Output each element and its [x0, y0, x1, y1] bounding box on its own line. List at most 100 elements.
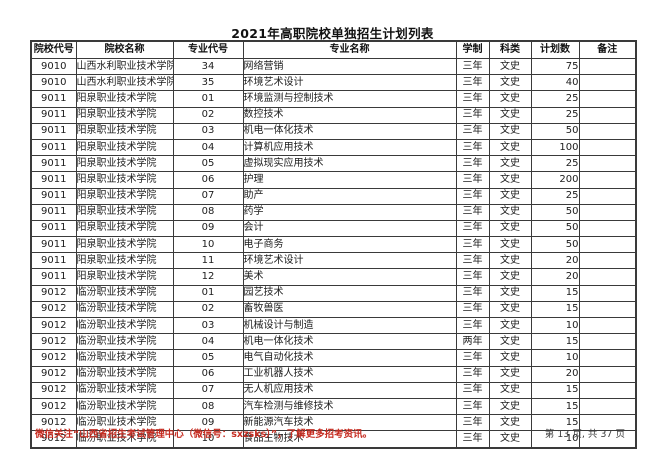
cell-college-code: 9011 — [30, 252, 77, 270]
cell-major-name: 会计 — [242, 219, 457, 238]
cell-category: 文史 — [488, 300, 532, 319]
cell-plan-count: 25 — [530, 187, 580, 205]
cell-duration: 三年 — [455, 122, 490, 140]
cell-plan-count: 10 — [530, 430, 580, 448]
cell-category: 文史 — [488, 90, 532, 108]
cell-duration: 三年 — [455, 138, 490, 157]
cell-college-name: 阳泉职业技术学院 — [75, 219, 174, 238]
cell-duration: 三年 — [455, 219, 490, 238]
cell-remark — [578, 268, 637, 286]
cell-college-name: 阳泉职业技术学院 — [75, 171, 174, 189]
cell-college-name: 临汾职业技术学院 — [75, 300, 174, 319]
cell-plan-count: 20 — [530, 252, 580, 270]
cell-category: 文史 — [488, 187, 532, 205]
cell-category: 文史 — [488, 316, 532, 335]
cell-college-code: 9011 — [30, 268, 77, 286]
table-row: 9012 临汾职业技术学院 03 机械设计与制造 三年 文史 10 — [30, 316, 637, 335]
cell-major-code: 04 — [172, 333, 244, 351]
cell-remark — [578, 171, 637, 189]
cell-plan-count: 50 — [530, 122, 580, 140]
cell-plan-count: 15 — [530, 397, 580, 416]
cell-category: 文史 — [488, 430, 532, 448]
table-row: 9010 山西水利职业技术学院 34 网络营销 三年 文史 75 — [30, 57, 637, 76]
cell-college-name: 阳泉职业技术学院 — [75, 252, 174, 270]
cell-remark — [578, 203, 637, 221]
cell-college-name: 山西水利职业技术学院 — [75, 74, 174, 92]
cell-college-name: 阳泉职业技术学院 — [75, 90, 174, 108]
cell-plan-count: 75 — [530, 57, 580, 76]
cell-major-name: 环境艺术设计 — [242, 74, 457, 92]
cell-major-code: 06 — [172, 365, 244, 383]
cell-remark — [578, 252, 637, 270]
cell-category: 文史 — [488, 397, 532, 416]
cell-college-name: 临汾职业技术学院 — [75, 333, 174, 351]
cell-duration: 三年 — [455, 284, 490, 302]
cell-major-name: 无人机应用技术 — [242, 381, 457, 399]
cell-remark — [578, 122, 637, 140]
cell-major-name: 助产 — [242, 187, 457, 205]
cell-plan-count: 40 — [530, 74, 580, 92]
cell-remark — [578, 430, 637, 448]
cell-duration: 三年 — [455, 349, 490, 367]
cell-plan-count: 200 — [530, 171, 580, 189]
cell-remark — [578, 333, 637, 351]
header-row: 院校代号 院校名称 专业代号 专业名称 学制 科类 计划数 备注 — [30, 40, 637, 59]
cell-duration: 三年 — [455, 74, 490, 92]
cell-duration: 三年 — [455, 236, 490, 254]
cell-duration: 三年 — [455, 155, 490, 173]
cell-duration: 三年 — [455, 90, 490, 108]
cell-major-name: 园艺技术 — [242, 284, 457, 302]
cell-duration: 三年 — [455, 187, 490, 205]
cell-duration: 三年 — [455, 252, 490, 270]
cell-plan-count: 25 — [530, 155, 580, 173]
cell-college-code: 9011 — [30, 219, 77, 238]
cell-college-name: 临汾职业技术学院 — [75, 381, 174, 399]
cell-category: 文史 — [488, 365, 532, 383]
cell-college-name: 阳泉职业技术学院 — [75, 203, 174, 221]
cell-major-name: 药学 — [242, 203, 457, 221]
cell-plan-count: 50 — [530, 219, 580, 238]
cell-major-name: 畜牧兽医 — [242, 300, 457, 319]
cell-remark — [578, 187, 637, 205]
cell-duration: 三年 — [455, 268, 490, 286]
cell-remark — [578, 349, 637, 367]
cell-major-name: 食品生物技术 — [242, 430, 457, 448]
cell-major-name: 汽车检测与维修技术 — [242, 397, 457, 416]
cell-duration: 三年 — [455, 316, 490, 335]
cell-major-name: 电气自动化技术 — [242, 349, 457, 367]
cell-college-name: 阳泉职业技术学院 — [75, 155, 174, 173]
cell-remark — [578, 236, 637, 254]
cell-college-code: 9012 — [30, 300, 77, 319]
cell-college-name: 阳泉职业技术学院 — [75, 138, 174, 157]
cell-remark — [578, 90, 637, 108]
cell-duration: 三年 — [455, 381, 490, 399]
cell-major-name: 机械设计与制造 — [242, 316, 457, 335]
cell-college-name: 阳泉职业技术学院 — [75, 106, 174, 124]
cell-duration: 三年 — [455, 106, 490, 124]
cell-category: 文史 — [488, 171, 532, 189]
cell-major-name: 美术 — [242, 268, 457, 286]
cell-major-code: 01 — [172, 284, 244, 302]
cell-major-name: 环境艺术设计 — [242, 252, 457, 270]
cell-category: 文史 — [488, 349, 532, 367]
cell-remark — [578, 284, 637, 302]
table-row: 9011 阳泉职业技术学院 08 药学 三年 文史 50 — [30, 203, 637, 221]
table-row: 9012 临汾职业技术学院 09 新能源汽车技术 三年 文史 15 — [30, 414, 637, 432]
table-row: 9011 阳泉职业技术学院 10 电子商务 三年 文史 50 — [30, 236, 637, 254]
cell-major-name: 虚拟现实应用技术 — [242, 155, 457, 173]
cell-category: 文史 — [488, 236, 532, 254]
cell-category: 文史 — [488, 284, 532, 302]
cell-college-code: 9011 — [30, 236, 77, 254]
table-row: 9011 阳泉职业技术学院 07 助产 三年 文史 25 — [30, 187, 637, 205]
table-row: 9011 阳泉职业技术学院 04 计算机应用技术 三年 文史 100 — [30, 138, 637, 157]
cell-category: 文史 — [488, 333, 532, 351]
table-row: 9011 阳泉职业技术学院 02 数控技术 三年 文史 25 — [30, 106, 637, 124]
cell-college-name: 阳泉职业技术学院 — [75, 236, 174, 254]
cell-category: 文史 — [488, 74, 532, 92]
cell-duration: 三年 — [455, 203, 490, 221]
cell-category: 文史 — [488, 219, 532, 238]
cell-college-code: 9011 — [30, 106, 77, 124]
cell-remark — [578, 219, 637, 238]
table-row: 9012 临汾职业技术学院 05 电气自动化技术 三年 文史 10 — [30, 349, 637, 367]
cell-major-name: 工业机器人技术 — [242, 365, 457, 383]
